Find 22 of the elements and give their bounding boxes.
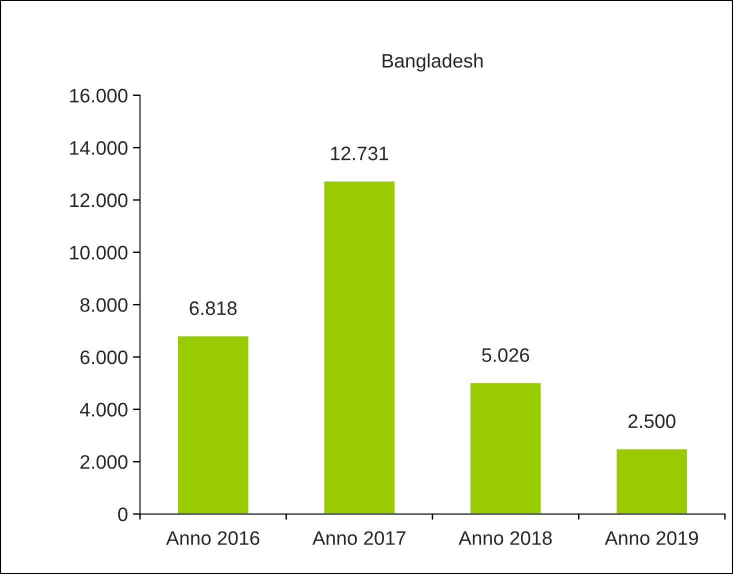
y-tick-label: 4.000 xyxy=(80,402,128,417)
y-tick-label: 12.000 xyxy=(70,193,128,208)
chart-title: Bangladesh xyxy=(382,53,483,72)
x-tick-label: Anno 2016 xyxy=(166,531,260,545)
x-tick-label: Anno 2019 xyxy=(604,531,698,545)
y-tick-label: 6.000 xyxy=(80,350,128,364)
y-tick-label: 0 xyxy=(118,507,128,522)
y-tick-label: 10.000 xyxy=(70,246,128,260)
x-tick-label: Anno 2018 xyxy=(458,531,552,545)
y-tick-label: 14.000 xyxy=(70,141,128,155)
bar xyxy=(469,382,542,514)
bar xyxy=(322,180,396,514)
data-label: 6.818 xyxy=(190,301,237,316)
bar xyxy=(176,334,250,514)
y-tick-label: 2.000 xyxy=(80,455,128,469)
data-label: 12.731 xyxy=(331,146,388,160)
y-tick-label: 16.000 xyxy=(70,88,128,103)
x-tick-label: Anno 2017 xyxy=(312,531,406,545)
bar xyxy=(615,448,688,514)
data-label: 5.026 xyxy=(482,348,530,362)
y-tick-label: 8.000 xyxy=(80,298,128,312)
data-label: 2.500 xyxy=(628,414,676,428)
